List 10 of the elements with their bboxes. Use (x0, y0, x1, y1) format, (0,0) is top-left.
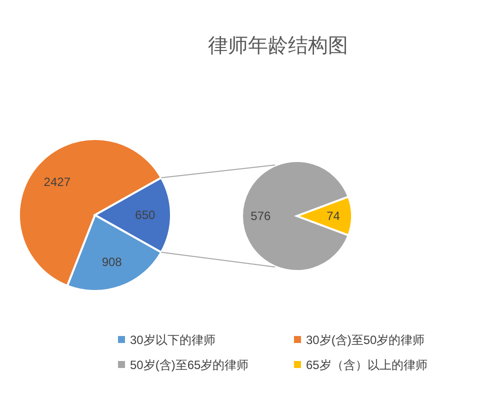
data-label: 74 (326, 209, 340, 223)
legend-label: 50岁(含)至65岁的律师 (130, 358, 249, 372)
legend-label: 30岁(含)至50岁的律师 (306, 333, 425, 347)
data-label: 650 (135, 208, 156, 222)
legend-label: 65岁（含）以上的律师 (306, 358, 428, 372)
legend-label: 30岁以下的律师 (130, 333, 216, 347)
data-label: 576 (250, 209, 272, 223)
data-label: 908 (102, 255, 122, 270)
chart-title: 律师年龄结构图 (208, 35, 348, 57)
data-label: 2427 (44, 175, 71, 190)
